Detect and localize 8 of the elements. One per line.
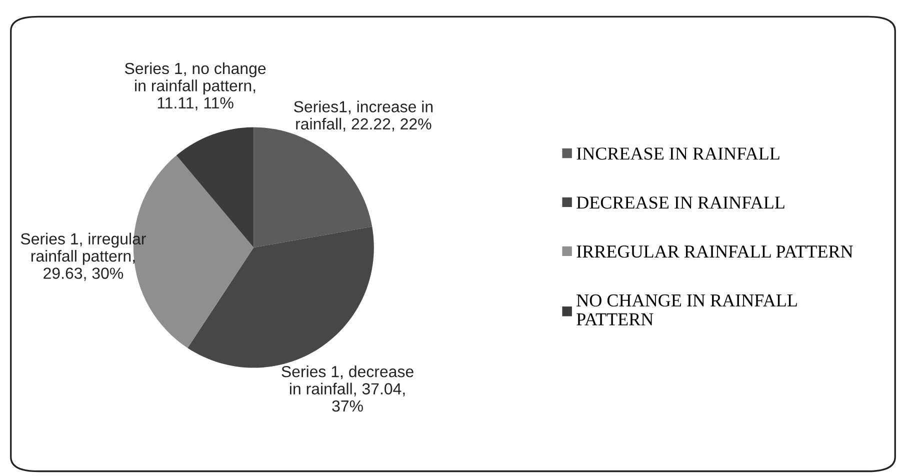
legend-label: DECREASE IN RAINFALL — [576, 196, 784, 209]
data-label: Series1, increase in rainfall, 22.22, 22% — [294, 100, 433, 132]
legend-label: IRREGULAR RAINFALL PATTERN — [576, 246, 853, 258]
data-label: Series 1, no change in rainfall pattern, 11.11, 11% — [124, 62, 266, 110]
legend-label: NO CHANGE IN RAINFALL PATTERN — [576, 294, 797, 326]
legend-label: INCREASE IN RAINFALL — [576, 148, 780, 160]
data-label: Series 1, irregular rainfall pattern, 29.63, 30% — [20, 232, 146, 281]
data-label: Series 1, decrease in rainfall, 37.04, 37% — [282, 366, 414, 412]
